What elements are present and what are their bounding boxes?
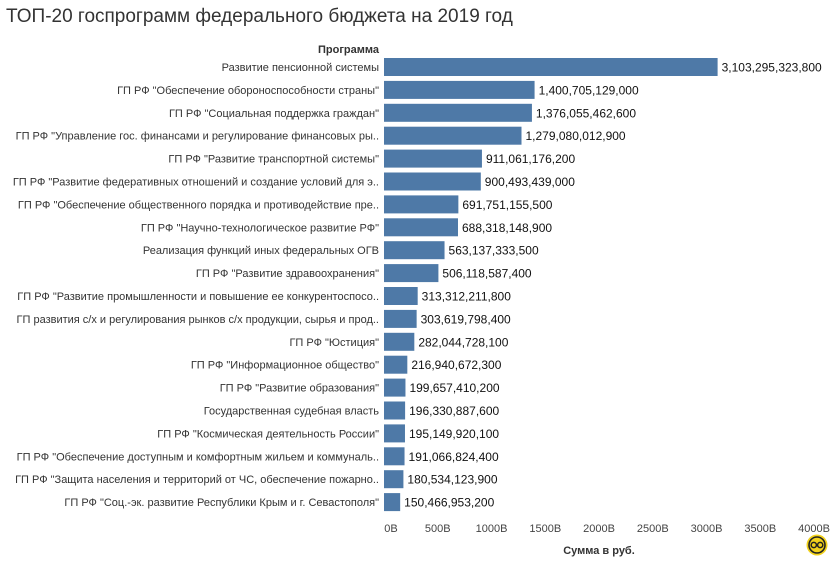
category-label-16: Государственная судебная власть	[204, 406, 380, 418]
bar-3	[384, 103, 532, 122]
value-label-6: 900,493,439,000	[485, 175, 575, 189]
bar-1	[384, 58, 718, 76]
x-tick-label-7: 3000B	[691, 523, 723, 535]
x-tick-label-8: 3500B	[744, 523, 776, 535]
brand-logo-icon	[806, 534, 828, 556]
bar-19	[384, 470, 404, 489]
category-label-19: ГП РФ "Защита населения и территорий от …	[15, 474, 379, 486]
value-label-10: 506,118,587,400	[442, 267, 532, 281]
bar-8	[384, 218, 458, 237]
category-label-12: ГП развития с/х и регулирования рынков с…	[17, 314, 379, 326]
value-label-1: 3,103,295,323,800	[722, 61, 822, 75]
category-label-20: ГП РФ "Соц.-эк. развитие Республики Крым…	[64, 497, 379, 509]
value-label-18: 191,066,824,400	[409, 450, 499, 464]
category-label-4: ГП РФ "Управление гос. финансами и регул…	[16, 131, 379, 143]
bar-11	[384, 287, 418, 305]
category-label-17: ГП РФ "Космическая деятельность России"	[157, 428, 379, 440]
category-label-13: ГП РФ "Юстиция"	[289, 337, 379, 349]
bar-12	[384, 309, 417, 328]
category-label-6: ГП РФ "Развитие федеративных отношений и…	[13, 177, 379, 189]
x-tick-label-2: 500B	[425, 523, 451, 535]
value-label-2: 1,400,705,129,000	[539, 83, 639, 97]
bar-17	[384, 424, 405, 443]
value-label-17: 195,149,920,100	[409, 427, 499, 441]
x-tick-label-5: 2000B	[583, 523, 615, 535]
value-label-12: 303,619,798,400	[421, 312, 511, 326]
bar-5	[384, 149, 482, 168]
value-label-8: 688,318,148,900	[462, 221, 552, 235]
category-label-7: ГП РФ "Обеспечение общественного порядка…	[18, 199, 379, 211]
x-tick-labels-group: 0B 500B 1000B 1500B 2000B 2500B 3000B 3500B 4000…	[384, 523, 830, 535]
category-label-5: ГП РФ "Развитие транспортной системы"	[168, 154, 379, 166]
bar-16	[384, 401, 406, 420]
bar-4	[384, 126, 522, 145]
x-axis-title: Сумма в руб.	[563, 545, 635, 557]
category-labels-group: Развитие пенсионной системы ГП РФ "Обеспе…	[13, 62, 379, 509]
category-header: Программа	[318, 44, 380, 56]
category-label-10: ГП РФ "Развитие здравоохранения"	[196, 268, 379, 280]
bar-6	[384, 172, 481, 191]
value-label-19: 180,534,123,900	[407, 473, 497, 487]
bar-20	[384, 493, 401, 512]
value-label-16: 196,330,887,600	[409, 404, 499, 418]
value-label-13: 282,044,728,100	[418, 335, 508, 349]
x-tick-label-3: 1000B	[476, 523, 508, 535]
category-label-15: ГП РФ "Развитие образования"	[220, 383, 379, 395]
value-labels-group: 3,103,295,323,800 1,400,705,129,000 1,376,…	[404, 61, 822, 510]
chart-title: ТОП-20 госпрограмм федерального бюджета …	[6, 6, 513, 27]
value-label-7: 691,751,155,500	[462, 198, 552, 212]
bars-group	[384, 58, 718, 512]
value-label-20: 150,466,953,200	[404, 496, 494, 510]
bar-10	[384, 264, 439, 283]
bar-14	[384, 355, 408, 374]
category-label-9: Реализация функций иных федеральных ОГВ	[143, 245, 379, 257]
x-tick-label-1: 0B	[384, 523, 397, 535]
value-label-3: 1,376,055,462,600	[536, 106, 636, 120]
category-label-2: ГП РФ "Обеспечение обороноспособности ст…	[117, 85, 379, 97]
category-label-1: Развитие пенсионной системы	[222, 62, 379, 74]
value-label-15: 199,657,410,200	[409, 381, 499, 395]
bar-18	[384, 447, 405, 466]
category-label-18: ГП РФ "Обеспечение доступным и комфортны…	[17, 451, 379, 463]
value-label-11: 313,312,211,800	[422, 290, 512, 304]
category-label-11: ГП РФ "Развитие промышленности и повышен…	[17, 291, 379, 303]
category-label-14: ГП РФ "Информационное общество"	[191, 360, 379, 372]
category-label-8: ГП РФ "Научно-технологическое развитие Р…	[141, 222, 379, 234]
x-tick-label-4: 1500B	[529, 523, 561, 535]
x-tick-label-9: 4000B	[798, 523, 830, 535]
category-label-3: ГП РФ "Социальная поддержка граждан"	[169, 108, 379, 120]
value-label-14: 216,940,672,300	[411, 358, 501, 372]
value-label-5: 911,061,176,200	[486, 152, 576, 166]
value-label-4: 1,279,080,012,900	[526, 129, 626, 143]
bar-2	[384, 80, 535, 99]
bar-9	[384, 241, 445, 260]
bar-7	[384, 195, 459, 214]
bar-13	[384, 332, 415, 351]
x-tick-label-6: 2500B	[637, 523, 669, 535]
value-label-9: 563,137,333,500	[449, 244, 539, 258]
bar-15	[384, 378, 406, 397]
